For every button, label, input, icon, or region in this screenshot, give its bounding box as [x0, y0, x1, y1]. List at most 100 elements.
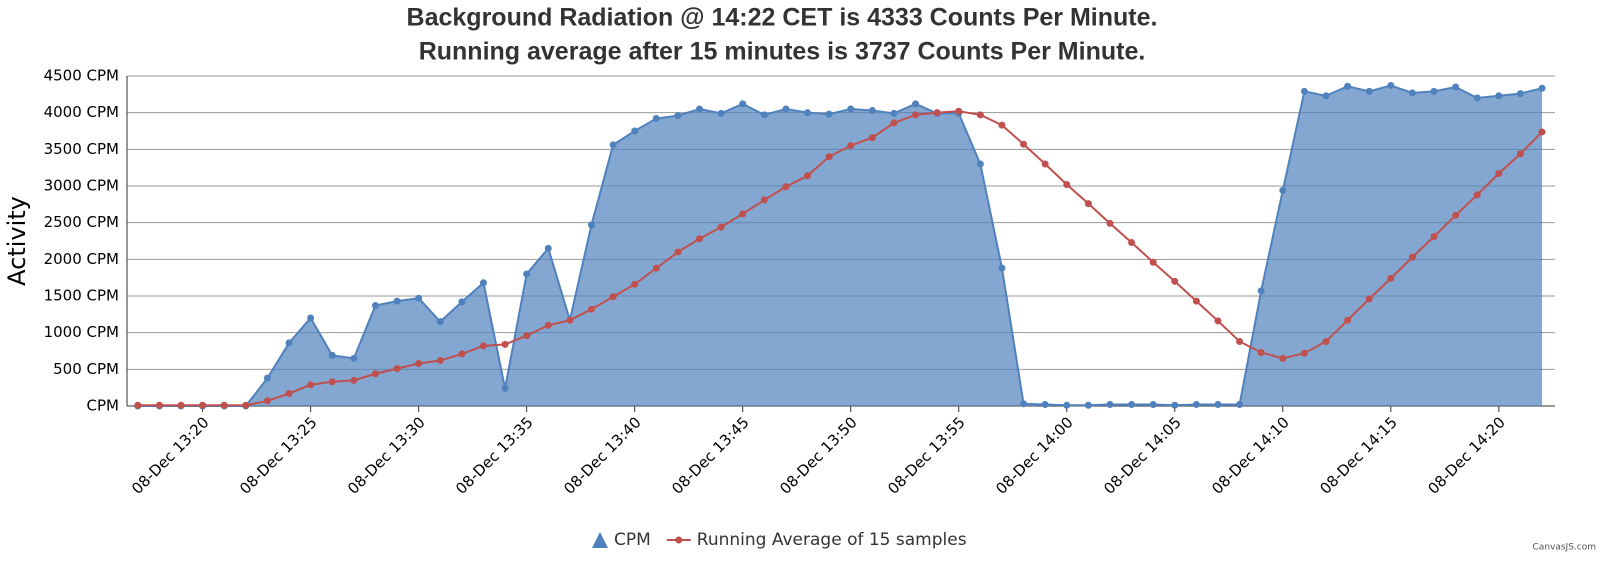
point — [436, 318, 444, 326]
legend-marker — [592, 532, 608, 548]
point — [1538, 84, 1546, 92]
y-tick-label: 3500 CPM — [44, 140, 119, 158]
point — [998, 264, 1006, 272]
point — [1430, 87, 1438, 95]
point — [415, 359, 423, 367]
point — [371, 302, 379, 310]
point — [1365, 87, 1373, 95]
point — [868, 106, 876, 114]
point — [1106, 401, 1114, 409]
point — [825, 153, 833, 161]
point — [717, 109, 725, 117]
point — [1020, 140, 1028, 148]
credit: CanvasJS.com — [1533, 543, 1596, 553]
point — [1279, 354, 1287, 362]
point — [1516, 90, 1524, 98]
line — [137, 110, 1543, 407]
point — [177, 401, 185, 409]
x-tick-label: 08-Dec 13:50 — [776, 413, 861, 498]
legend-label: Running Average of 15 samples — [697, 530, 967, 550]
point — [609, 141, 617, 149]
point — [782, 105, 790, 113]
point — [847, 105, 855, 113]
point — [717, 223, 725, 231]
point — [458, 298, 466, 306]
point — [1473, 94, 1481, 102]
point — [458, 350, 466, 358]
area — [137, 85, 1543, 407]
point — [912, 100, 920, 108]
point — [890, 119, 898, 127]
point — [263, 397, 271, 405]
point — [393, 297, 401, 305]
point — [1020, 400, 1028, 408]
point — [350, 354, 358, 362]
point — [998, 121, 1006, 129]
point — [1084, 200, 1092, 208]
point — [955, 107, 963, 115]
legend-label: CPM — [614, 530, 651, 550]
point — [307, 381, 315, 389]
point — [1279, 186, 1287, 194]
y-tick-label: 2500 CPM — [44, 213, 119, 231]
point — [1041, 401, 1049, 409]
point — [134, 401, 142, 409]
point — [1538, 128, 1546, 136]
point — [1452, 83, 1460, 91]
y-tick-label: 4500 CPM — [44, 67, 119, 85]
point — [1149, 401, 1157, 409]
point — [825, 110, 833, 118]
y-tick-label: 1000 CPM — [44, 323, 119, 341]
point — [1495, 92, 1503, 100]
point — [523, 270, 531, 278]
point — [1149, 258, 1157, 266]
point — [544, 244, 552, 252]
point — [631, 280, 639, 288]
point — [976, 160, 984, 168]
point — [976, 111, 984, 119]
point — [847, 142, 855, 150]
point — [307, 314, 315, 322]
y-tick-label: 1500 CPM — [44, 287, 119, 305]
y-tick-label: 3000 CPM — [44, 177, 119, 195]
point — [479, 342, 487, 350]
point — [501, 340, 509, 348]
y-tick-label: 4000 CPM — [44, 103, 119, 121]
point — [652, 264, 660, 272]
point — [263, 374, 271, 382]
point — [1387, 82, 1395, 90]
x-tick-label: 08-Dec 14:00 — [992, 413, 1077, 498]
x-tick-label: 08-Dec 13:20 — [128, 413, 213, 498]
x-tick-label: 08-Dec 13:35 — [452, 413, 537, 498]
point — [1516, 150, 1524, 158]
point — [544, 321, 552, 329]
point — [1344, 82, 1352, 90]
x-tick-label: 08-Dec 14:15 — [1316, 413, 1401, 498]
point — [1128, 238, 1136, 246]
point — [674, 248, 682, 256]
point — [1408, 89, 1416, 97]
point — [631, 127, 639, 135]
point — [804, 109, 812, 117]
point — [804, 172, 812, 180]
point — [415, 294, 423, 302]
point — [1171, 401, 1179, 409]
point — [371, 370, 379, 378]
y-tick-label: CPM — [87, 397, 119, 415]
point — [1430, 233, 1438, 241]
point — [328, 378, 336, 386]
point — [1214, 317, 1222, 325]
point — [1192, 297, 1200, 305]
x-tick-label: 08-Dec 13:40 — [560, 413, 645, 498]
point — [220, 401, 228, 409]
x-tick-label: 08-Dec 14:05 — [1100, 413, 1185, 498]
legend-marker — [675, 536, 683, 544]
y-tick-label: 2000 CPM — [44, 250, 119, 268]
x-tick-label: 08-Dec 14:10 — [1208, 413, 1293, 498]
point — [1344, 316, 1352, 324]
point — [1214, 401, 1222, 409]
point — [1322, 337, 1330, 345]
x-tick-label: 08-Dec 13:45 — [668, 413, 753, 498]
point — [587, 221, 595, 229]
point — [1452, 211, 1460, 219]
